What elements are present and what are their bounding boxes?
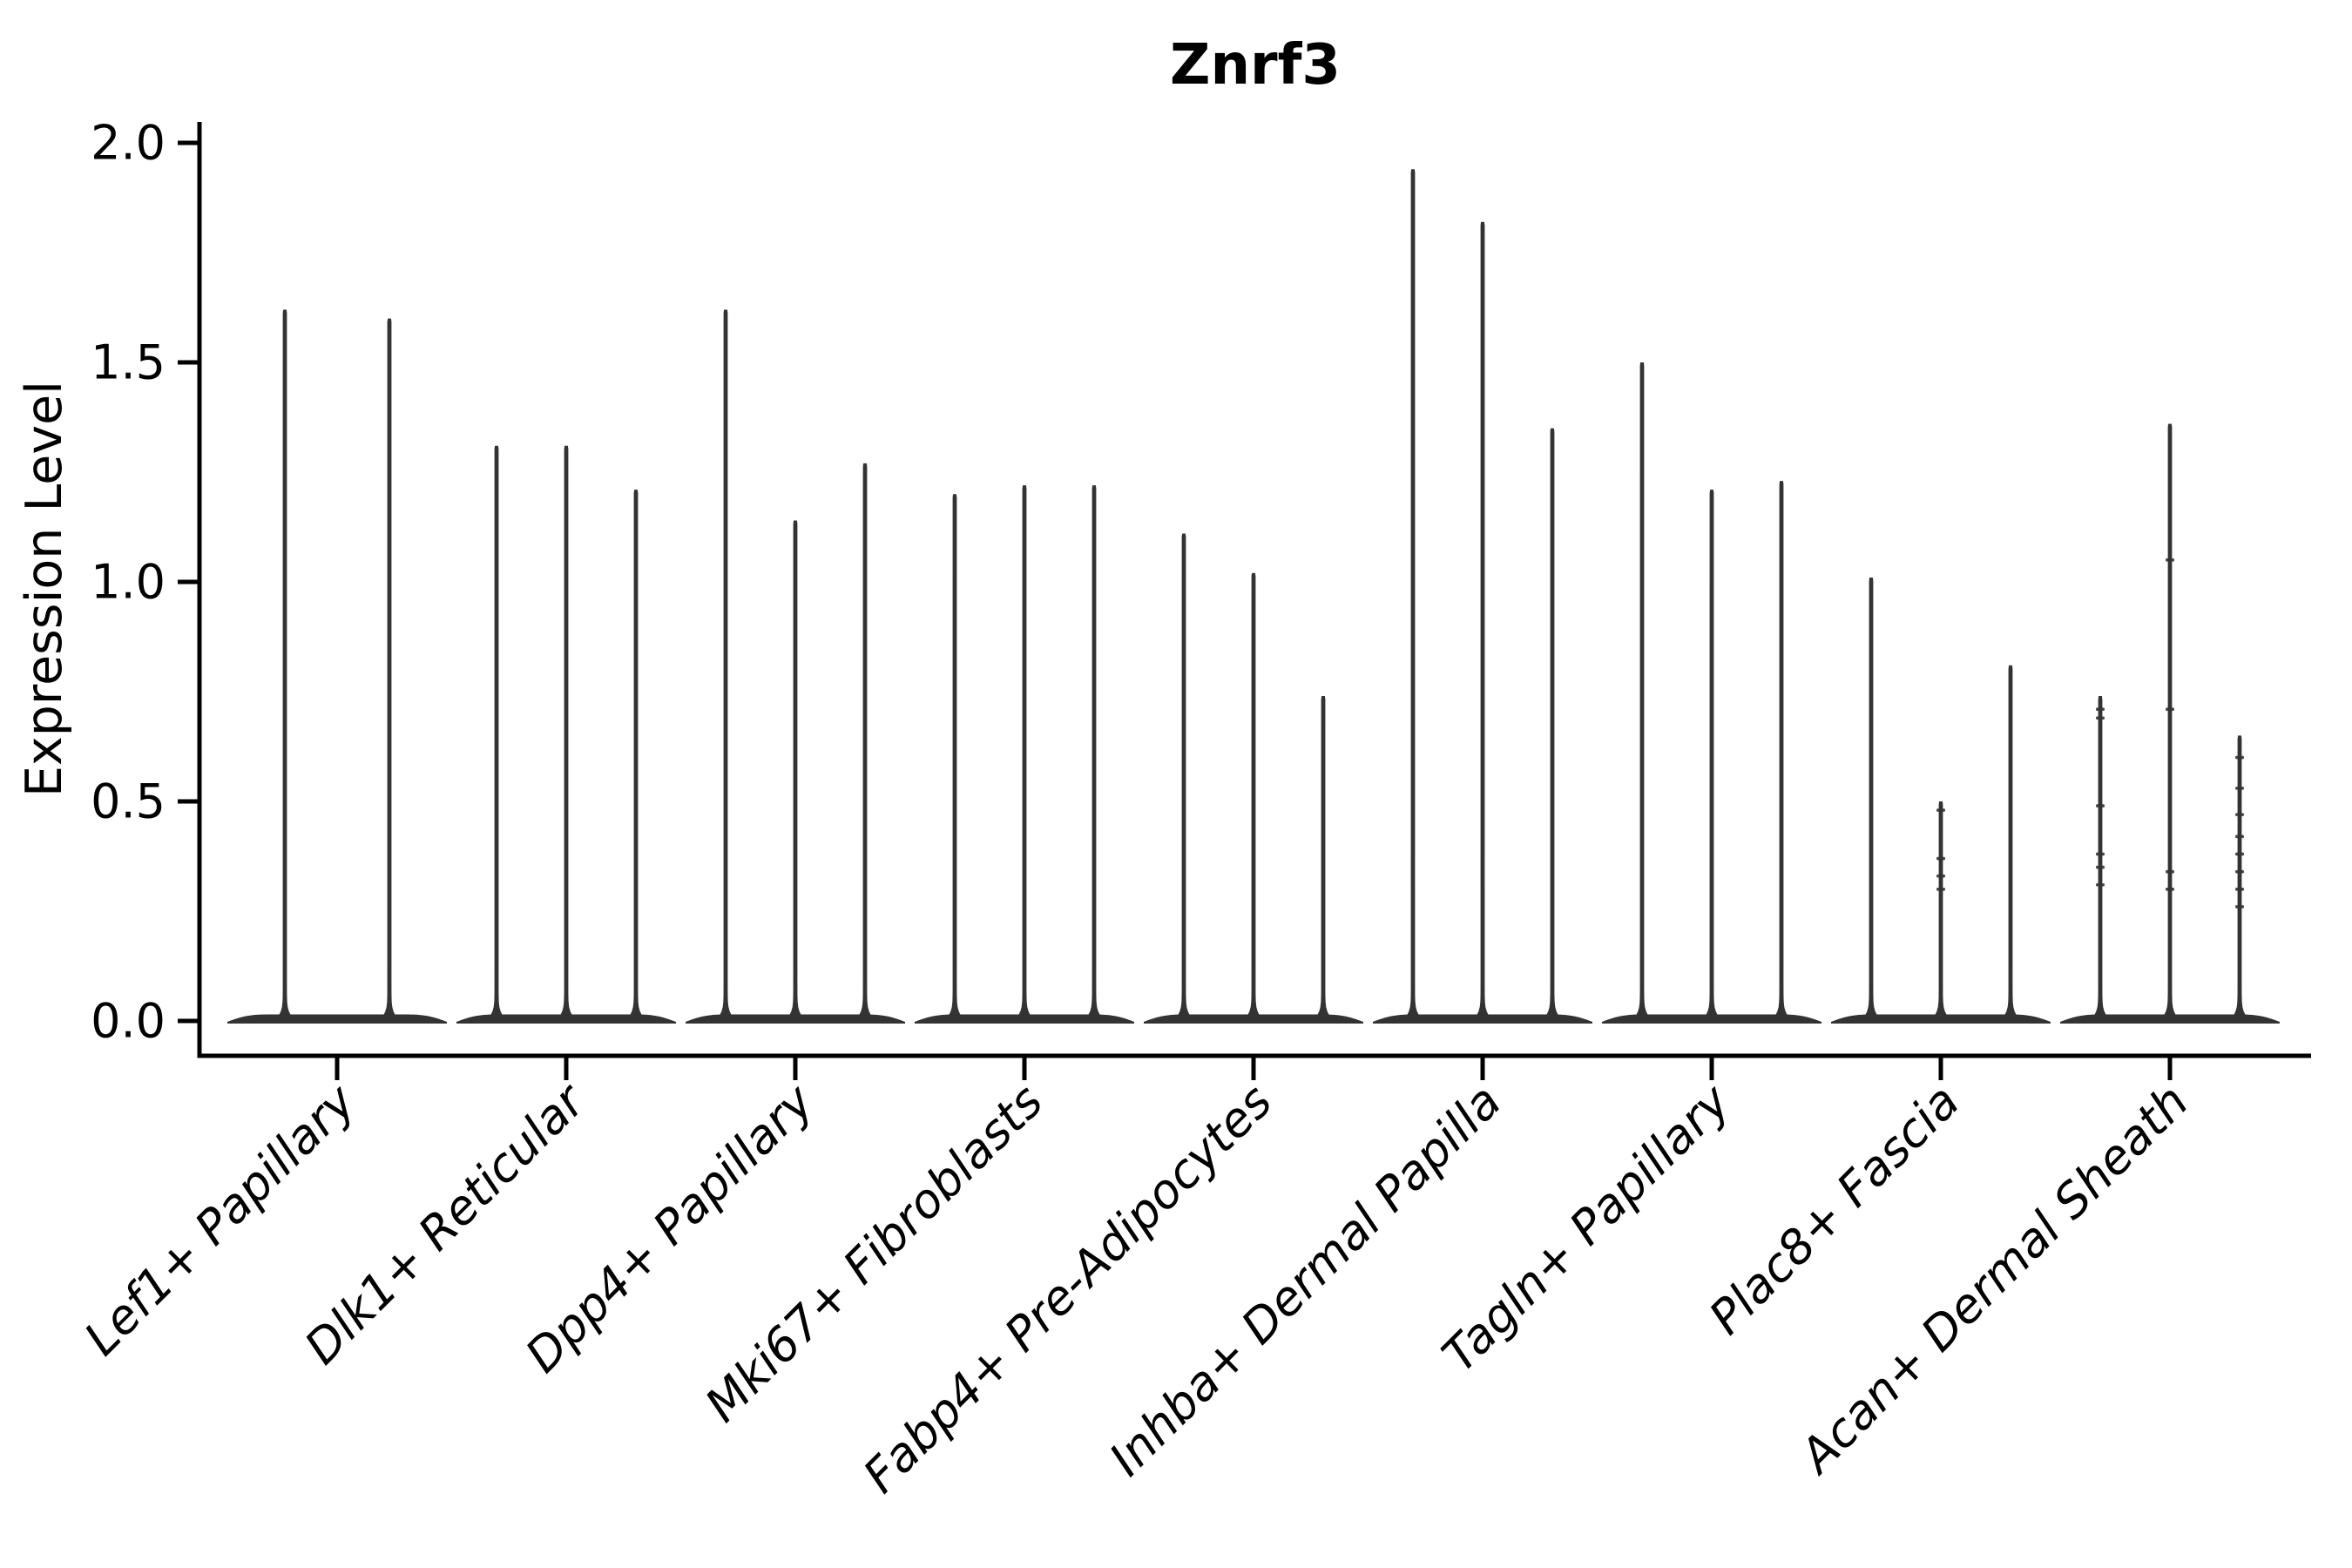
violin-group-6 [1602,362,1821,1024]
expression-point [2096,707,2105,711]
expression-point [2235,888,2244,891]
violin-spike [1244,572,1263,1021]
violin-spike [2230,735,2249,1021]
axes-layer [178,122,2311,1080]
expression-point [2096,882,2105,887]
violin-group-1 [456,445,676,1024]
expression-point [2235,787,2244,790]
violin-spike [1473,221,1492,1022]
violin-spike [786,520,805,1021]
expression-point [2166,869,2174,874]
x-category-label: Acan+ Dermal Sheath [1788,1074,2199,1485]
x-category-label: Fabp4+ Pre-Adipocytes [853,1074,1282,1504]
violin-spike [855,463,875,1021]
violin-spike [1015,485,1034,1021]
expression-point [2166,888,2174,891]
violin-spike [275,309,294,1021]
expression-point [2166,558,2174,562]
violin-group-3 [915,485,1134,1024]
expression-point [1936,856,1945,861]
violin-spike [626,490,645,1021]
violin-spike [557,445,576,1021]
expression-point [1936,874,1945,878]
expression-point [2166,707,2174,711]
y-tick-label: 1.0 [91,555,166,610]
y-tick-label: 1.5 [91,335,166,390]
y-tick-label: 2.0 [91,116,166,171]
violin-spike [2091,696,2110,1021]
expression-point [2096,852,2105,856]
expression-point [1936,888,1945,891]
violin-spike [1702,490,1721,1021]
expression-point [2235,755,2244,760]
expression-point [2235,835,2244,839]
expression-point [2235,869,2244,874]
violin-spike [2160,423,2180,1021]
violin-layer [227,169,2280,1024]
x-category-label: Inhba+ Dermal Papilla [1098,1074,1511,1487]
violin-group-0 [227,309,447,1024]
violin-spike [1772,481,1791,1021]
expression-point [2235,852,2244,856]
y-axis-label: Expression Level [16,381,73,797]
violin-spike [945,494,964,1021]
violin-spike [1632,362,1652,1021]
violin-base [227,1014,447,1024]
expression-point [2235,813,2244,816]
violin-spike [1543,428,1562,1022]
violin-spike [716,309,735,1021]
y-tick-label: 0.5 [91,774,166,829]
expression-point [2096,865,2105,869]
violin-spike [1862,577,1881,1021]
violin-group-2 [686,309,905,1024]
violin-spike [1314,696,1333,1021]
violin-group-7 [1831,577,2051,1024]
expression-point [2096,804,2105,808]
violin-group-8 [2060,423,2280,1024]
violin-group-4 [1144,533,1363,1024]
chart-title: Znrf3 [1170,33,1341,98]
expression-point [2096,716,2105,720]
violin-spike [1403,169,1423,1022]
expression-point [2235,905,2244,909]
violin-spike [1174,533,1193,1021]
violin-spike [487,445,506,1021]
violin-group-5 [1373,169,1592,1024]
violin-spike [1931,801,1950,1021]
violin-spike [1085,485,1104,1021]
y-tick-label: 0.0 [91,994,166,1049]
expression-point [1936,808,1945,812]
violin-spike [2001,665,2020,1021]
violin-spike [380,318,399,1022]
